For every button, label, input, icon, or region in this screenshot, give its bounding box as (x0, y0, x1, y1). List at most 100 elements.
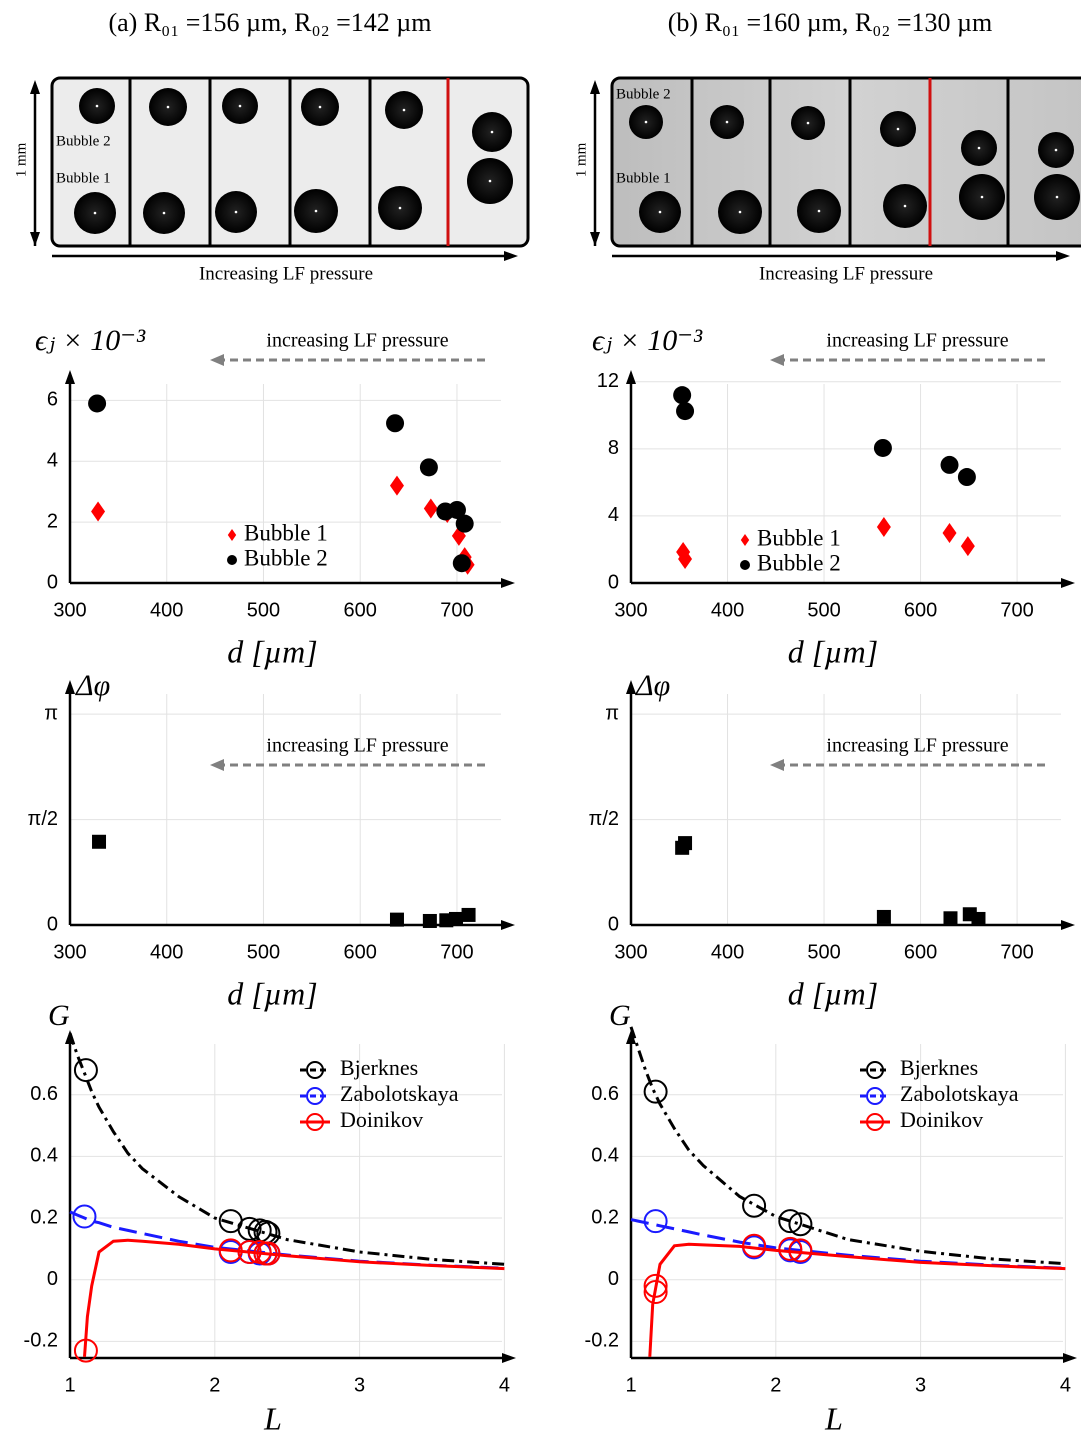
x-tick-label: 600 (344, 941, 377, 963)
bubble-glint (166, 105, 170, 109)
diamond-marker (740, 534, 750, 546)
x-tick-label: 600 (904, 941, 937, 963)
x-tick-label: 600 (904, 599, 937, 621)
bubble-glint (903, 204, 907, 208)
y-axis-head (626, 370, 636, 384)
x-tick-label: 500 (807, 599, 840, 621)
diamond-marker (876, 516, 891, 537)
y-axis-label: Δφ (75, 669, 110, 702)
circle-marker (740, 560, 750, 570)
scale-label: 1 mm (573, 142, 589, 177)
annotation-arrow-head (770, 759, 784, 771)
legend-label: Bjerknes (340, 1055, 418, 1080)
legend-swatch-marker (306, 1061, 324, 1079)
bubble-glint (806, 121, 810, 125)
open-circle-marker (643, 1280, 668, 1305)
scale-arrow-tail (590, 232, 600, 246)
square-marker (461, 907, 476, 922)
y-axis-head (626, 1030, 636, 1044)
legend-label: Bubble 2 (244, 545, 328, 570)
circle-marker (227, 555, 237, 565)
legend-swatch-marker (306, 1113, 324, 1131)
legend-label: Bubble 1 (757, 525, 841, 550)
y-tick-label: 0 (47, 913, 58, 935)
circle-marker (452, 554, 471, 573)
scale-arrow-tail (30, 232, 40, 246)
bubble-glint (490, 130, 494, 134)
pressure-arrow-head (504, 251, 518, 261)
y-tick-label: 6 (47, 389, 58, 411)
x-tick-label: 300 (614, 941, 647, 963)
bubble-glint (318, 105, 322, 109)
scale-label: 1 mm (13, 142, 29, 177)
open-circle-marker (778, 1209, 803, 1234)
x-axis-label: d [µm] (788, 633, 878, 669)
open-circle-marker (73, 1058, 98, 1083)
diamond-marker (227, 529, 237, 541)
bubble-glint (896, 127, 900, 131)
legend-swatch-marker (866, 1113, 884, 1131)
square-marker (678, 836, 693, 851)
x-tick-label: 400 (711, 599, 744, 621)
x-tick-label: 300 (614, 599, 647, 621)
bubble-glint (95, 104, 99, 108)
circle-marker (873, 438, 892, 457)
y-tick-label: 0 (47, 1268, 58, 1290)
open-circle-marker (643, 1209, 668, 1234)
x-tick-label: 700 (440, 599, 473, 621)
bubble-label: Bubble 2 (616, 86, 671, 102)
x-tick-label: 1 (64, 1374, 75, 1396)
x-axis-head (501, 920, 515, 930)
x-tick-label: 2 (209, 1374, 220, 1396)
x-tick-label: 4 (1060, 1374, 1071, 1396)
panel-title: (b) R₀₁ =160 µm, R₀₂ =130 µm (668, 8, 993, 37)
x-tick-label: 400 (150, 599, 183, 621)
scale-arrow-head (590, 80, 600, 94)
bubble-glint (977, 146, 981, 150)
x-tick-label: 500 (247, 941, 280, 963)
diamond-marker (942, 523, 957, 544)
x-tick-label: 3 (354, 1374, 365, 1396)
y-tick-label: π/2 (28, 808, 58, 830)
circle-marker (676, 402, 695, 421)
y-axis-head (626, 680, 636, 694)
pressure-label: Increasing LF pressure (759, 263, 933, 284)
y-tick-label: 4 (47, 450, 58, 472)
x-tick-label: 700 (1000, 941, 1033, 963)
square-marker (92, 834, 107, 849)
legend-swatch-marker (866, 1087, 884, 1105)
annotation-arrow-head (210, 354, 224, 366)
legend-label: Zabolotskaya (900, 1081, 1019, 1106)
legend-label: Doinikov (340, 1107, 423, 1132)
x-axis-head (501, 578, 515, 588)
bubble-glint (402, 108, 406, 112)
bubble-glint (314, 209, 318, 213)
open-circle-marker (256, 1241, 281, 1266)
y-tick-label: -0.2 (24, 1330, 58, 1352)
square-marker (876, 909, 891, 924)
y-tick-label: 4 (608, 504, 619, 526)
y-tick-label: π (44, 702, 58, 724)
y-tick-label: π (605, 702, 619, 724)
y-axis-head (65, 370, 75, 384)
annotation-arrow-head (770, 354, 784, 366)
legend-label: Bubble 1 (244, 520, 328, 545)
bubble-glint (93, 211, 97, 215)
x-tick-label: 300 (53, 599, 86, 621)
x-axis-head (1061, 920, 1075, 930)
open-circle-marker (218, 1238, 243, 1263)
bubble-glint (1054, 148, 1058, 152)
y-tick-label: 0 (608, 571, 619, 593)
circle-marker (940, 455, 959, 474)
series-line (83, 1238, 505, 1357)
bubble-glint (725, 120, 729, 124)
x-tick-label: 400 (711, 941, 744, 963)
annotation: increasing LF pressure (266, 735, 448, 757)
open-circle-marker (643, 1273, 668, 1298)
x-axis-label: d [µm] (227, 633, 317, 669)
y-axis-label: ϵⱼ × 10⁻³ (35, 324, 146, 357)
x-axis-label: d [µm] (227, 975, 317, 1011)
y-tick-label: 0 (47, 571, 58, 593)
bubble-glint (238, 104, 242, 108)
